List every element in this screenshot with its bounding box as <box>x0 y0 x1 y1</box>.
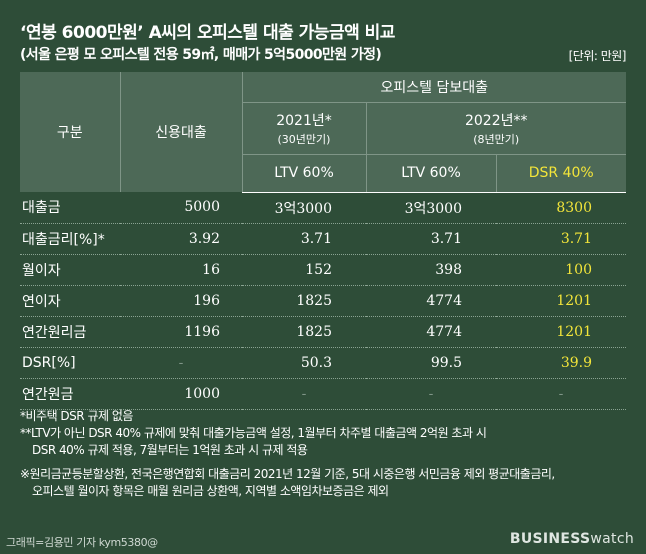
cell-ltv-2021: 3.71 <box>242 223 366 255</box>
businesswatch-logo: BUSINESSwatch <box>510 531 634 547</box>
cell-credit: 16 <box>120 254 242 286</box>
cell-ltv-2021: 1825 <box>242 316 366 348</box>
header-ltv-2021: LTV 60% <box>241 154 366 193</box>
header-2021-year: 2021년* <box>276 112 332 129</box>
table-row: 연간원금 1000 - - - <box>20 378 626 410</box>
table-row: 대출금리[%]* 3.92 3.71 3.71 3.71 <box>20 223 626 255</box>
table-row: 월이자 16 152 398 100 <box>20 254 626 286</box>
footnote-1: *비주택 DSR 규제 없음 <box>20 409 133 423</box>
cell-ltv-2021: 152 <box>242 254 366 286</box>
row-label: 연이자 <box>20 285 120 317</box>
cell-ltv-2021: - <box>242 378 366 410</box>
comparison-table-wrap: 구분 신용대출 오피스텔 담보대출 2021년* (30년만기) 2022년**… <box>20 72 626 410</box>
cell-dsr-2022: 39.9 <box>496 347 626 379</box>
row-label: 대출금 <box>20 192 120 224</box>
footnote-3-line-2: 오피스텔 월이자 항목은 매월 원리금 상환액, 지역별 소액임차보증금은 제외 <box>32 484 389 498</box>
cell-ltv-2022: 398 <box>366 254 496 286</box>
table-row: 대출금 5000 3억3000 3억3000 8300 <box>20 192 626 224</box>
cell-credit: 1196 <box>120 316 242 348</box>
row-label: 대출금리[%]* <box>20 223 120 255</box>
logo-bold-text: BUSINESS <box>509 531 591 547</box>
header-credit-loan: 신용대출 <box>119 72 242 192</box>
cell-dsr-2022: - <box>496 378 626 410</box>
header-2022: 2022년** (8년만기) <box>365 102 626 155</box>
cell-dsr-2022: 8300 <box>496 192 626 224</box>
footer: 그래픽=김용민 기자 kym5380@ BUSINESSwatch <box>0 524 646 554</box>
cell-credit: 5000 <box>120 192 242 224</box>
cell-ltv-2022: 3.71 <box>366 223 496 255</box>
cell-ltv-2022: 4774 <box>366 285 496 317</box>
cell-credit: - <box>120 347 242 379</box>
graphic-credit: 그래픽=김용민 기자 kym5380@ <box>6 536 158 549</box>
table-row: 연간원리금 1196 1825 4774 1201 <box>20 316 626 348</box>
row-label: 연간원금 <box>20 378 120 410</box>
comparison-table: 구분 신용대출 오피스텔 담보대출 2021년* (30년만기) 2022년**… <box>20 72 626 410</box>
cell-ltv-2021: 1825 <box>242 285 366 317</box>
header-ltv-2022: LTV 60% <box>365 154 496 193</box>
footnote-2-line-2: DSR 40% 규제 적용, 7월부터는 1억원 초과 시 규제 적용 <box>32 443 308 457</box>
logo-light-text: watch <box>590 531 634 547</box>
footnote-2-line-1: **LTV가 아닌 DSR 40% 규제에 맞춰 대출가능금액 설정, 1월부터… <box>20 426 487 440</box>
cell-ltv-2022: - <box>366 378 496 410</box>
cell-ltv-2022: 99.5 <box>366 347 496 379</box>
cell-dsr-2022: 3.71 <box>496 223 626 255</box>
cell-dsr-2022: 1201 <box>496 316 626 348</box>
cell-dsr-2022: 100 <box>496 254 626 286</box>
row-label: 연간원리금 <box>20 316 120 348</box>
cell-ltv-2021: 3억3000 <box>242 192 366 224</box>
footnotes: *비주택 DSR 규제 없음 **LTV가 아닌 DSR 40% 규제에 맞춰 … <box>20 408 630 500</box>
cell-credit: 1000 <box>120 378 242 410</box>
header-category: 구분 <box>20 72 120 192</box>
table-row: DSR[%] - 50.3 99.5 39.9 <box>20 347 626 379</box>
unit-label: [단위: 만원] <box>568 49 627 63</box>
header-2021: 2021년* (30년만기) <box>241 102 366 155</box>
header-officetel-loan: 오피스텔 담보대출 <box>241 72 626 103</box>
header-2022-year: 2022년** <box>464 112 528 129</box>
cell-ltv-2022: 4774 <box>366 316 496 348</box>
cell-credit: 196 <box>120 285 242 317</box>
header-2022-term: (8년만기) <box>473 132 520 146</box>
table-row: 연이자 196 1825 4774 1201 <box>20 285 626 317</box>
cell-ltv-2022: 3억3000 <box>366 192 496 224</box>
footnote-3-line-1: ※원리금균등분할상환, 전국은행연합회 대출금리 2021년 12월 기준, 5… <box>20 467 555 481</box>
infographic-title: ‘연봉 6000만원’ A씨의 오피스텔 대출 가능금액 비교 <box>20 23 395 43</box>
cell-dsr-2022: 1201 <box>496 285 626 317</box>
cell-ltv-2021: 50.3 <box>242 347 366 379</box>
row-label: DSR[%] <box>20 347 120 379</box>
header-dsr-2022: DSR 40% <box>495 154 626 193</box>
row-label: 월이자 <box>20 254 120 286</box>
infographic-subtitle: (서울 은평 모 오피스텔 전용 59㎡, 매매가 5억5000만원 가정) <box>20 47 382 63</box>
header-2021-term: (30년만기) <box>277 132 331 146</box>
cell-credit: 3.92 <box>120 223 242 255</box>
